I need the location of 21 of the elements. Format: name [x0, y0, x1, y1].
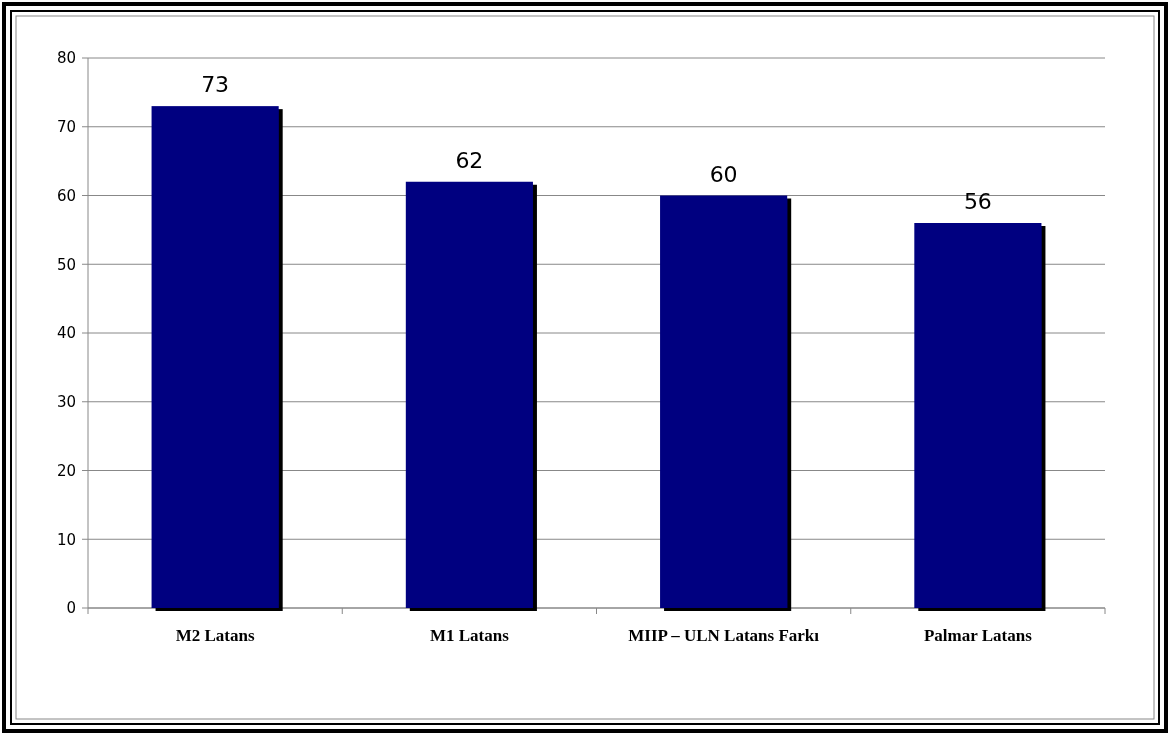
y-tick-label: 0: [66, 599, 76, 618]
y-tick-label: 80: [56, 49, 76, 68]
data-label: 56: [963, 189, 992, 214]
data-label: 62: [455, 147, 484, 173]
y-tick-label: 60: [56, 186, 76, 205]
data-label: 60: [709, 161, 738, 187]
y-tick-label: 20: [56, 461, 76, 480]
x-tick-label: Palmar Latans: [923, 626, 1033, 645]
y-tick-label: 50: [56, 255, 76, 274]
x-tick-label: M1 Latans: [429, 626, 510, 645]
bar: [914, 223, 1042, 608]
bar: [660, 195, 788, 608]
x-tick-label: M2 Latans: [175, 626, 255, 645]
y-tick-label: 30: [56, 393, 76, 411]
bar: [151, 106, 279, 608]
bar: [405, 181, 533, 608]
y-tick-label: 70: [56, 118, 76, 136]
y-tick-label: 10: [56, 530, 76, 549]
x-tick-label: MIIP – ULN Latans Farkı: [628, 626, 820, 645]
data-label: 73: [201, 72, 230, 98]
y-tick-label: 40: [56, 324, 76, 343]
